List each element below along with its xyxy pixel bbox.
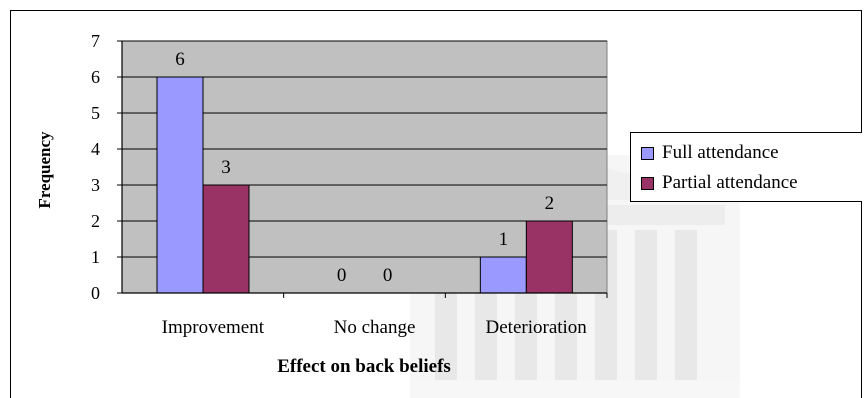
- y-axis-label: Frequency: [35, 131, 54, 209]
- chart-frame: [10, 10, 862, 398]
- x-category-labels: Improvement No change Deterioration: [162, 317, 588, 338]
- data-label: 6: [175, 49, 185, 70]
- bar-full-attendance: [156, 76, 204, 294]
- bar-full-attendance: [479, 256, 527, 294]
- legend-item-full-attendance: Full attendance: [641, 141, 779, 165]
- y-tick-label: 4: [91, 139, 100, 159]
- data-label: 2: [545, 193, 555, 214]
- legend-label-full-attendance: Full attendance: [662, 142, 779, 163]
- y-tick-label: 2: [91, 211, 100, 231]
- axes: [117, 40, 608, 298]
- data-label: 0: [337, 265, 347, 286]
- legend-label-partial-attendance: Partial attendance: [662, 172, 798, 193]
- bars: [156, 76, 573, 294]
- y-tick-label: 6: [91, 67, 100, 87]
- y-tick-label: 5: [91, 103, 100, 123]
- data-label: 3: [221, 157, 231, 178]
- legend: Full attendance Partial attendance: [630, 132, 862, 202]
- x-category-label: Deterioration: [486, 317, 588, 338]
- data-label: 1: [499, 229, 509, 250]
- x-category-label: Improvement: [162, 317, 265, 338]
- data-labels: 6 3 0 0 1 2: [175, 49, 554, 286]
- y-tick-label: 1: [91, 247, 100, 267]
- legend-swatch-partial-attendance: [641, 176, 654, 190]
- y-tick-label: 0: [91, 283, 100, 303]
- y-tick-label: 3: [91, 175, 100, 195]
- bar-partial-attendance: [202, 184, 250, 294]
- legend-item-partial-attendance: Partial attendance: [641, 171, 798, 195]
- y-tick-label: 7: [91, 31, 100, 51]
- bar-partial-attendance: [525, 220, 573, 294]
- data-label: 0: [383, 265, 393, 286]
- legend-swatch-full-attendance: [641, 146, 654, 160]
- x-category-label: No change: [334, 317, 416, 338]
- x-axis-label: Effect on back beliefs: [277, 356, 451, 377]
- y-tick-labels: 0 1 2 3 4 5 6 7: [91, 31, 100, 303]
